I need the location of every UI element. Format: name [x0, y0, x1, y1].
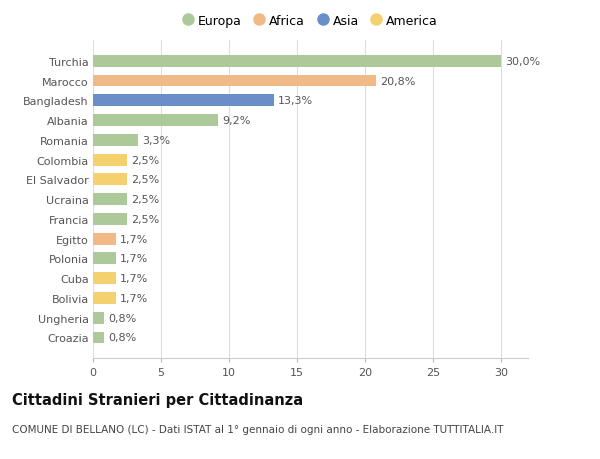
Bar	[93, 253, 116, 265]
Text: 2,5%: 2,5%	[131, 155, 160, 165]
Text: 2,5%: 2,5%	[131, 195, 160, 205]
Bar	[93, 154, 127, 166]
Text: 20,8%: 20,8%	[380, 76, 415, 86]
Text: COMUNE DI BELLANO (LC) - Dati ISTAT al 1° gennaio di ogni anno - Elaborazione TU: COMUNE DI BELLANO (LC) - Dati ISTAT al 1…	[12, 425, 503, 435]
Text: 13,3%: 13,3%	[278, 96, 313, 106]
Text: 2,5%: 2,5%	[131, 214, 160, 224]
Text: Cittadini Stranieri per Cittadinanza: Cittadini Stranieri per Cittadinanza	[12, 392, 303, 408]
Text: 3,3%: 3,3%	[142, 135, 170, 146]
Text: 2,5%: 2,5%	[131, 175, 160, 185]
Bar	[93, 233, 116, 245]
Bar	[93, 134, 138, 146]
Text: 1,7%: 1,7%	[120, 234, 148, 244]
Text: 1,7%: 1,7%	[120, 274, 148, 284]
Bar	[93, 292, 116, 304]
Text: 30,0%: 30,0%	[505, 56, 540, 67]
Legend: Europa, Africa, Asia, America: Europa, Africa, Asia, America	[178, 10, 443, 33]
Bar	[93, 115, 218, 127]
Text: 0,8%: 0,8%	[108, 313, 136, 323]
Bar	[93, 194, 127, 206]
Text: 1,7%: 1,7%	[120, 293, 148, 303]
Bar	[93, 56, 501, 67]
Text: 1,7%: 1,7%	[120, 254, 148, 264]
Bar	[93, 273, 116, 285]
Text: 9,2%: 9,2%	[222, 116, 251, 126]
Bar	[93, 95, 274, 107]
Bar	[93, 312, 104, 324]
Text: 0,8%: 0,8%	[108, 333, 136, 343]
Bar	[93, 332, 104, 344]
Bar	[93, 213, 127, 225]
Bar	[93, 174, 127, 186]
Bar	[93, 75, 376, 87]
